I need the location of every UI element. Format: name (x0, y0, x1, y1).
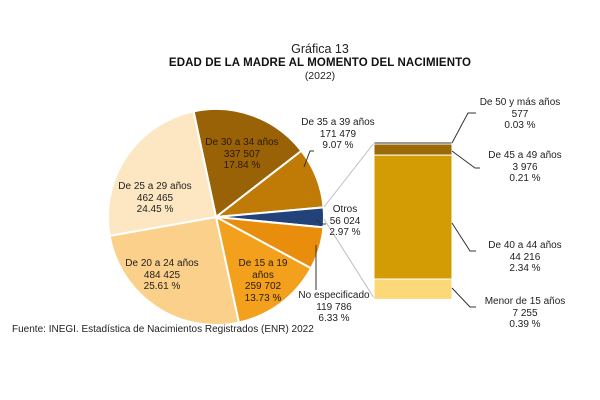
label-name: De 35 a 39 años (301, 117, 375, 128)
label-de-40-a-44: De 40 a 44 años 44 216 2.34 % (475, 240, 575, 275)
label-pct: 6.33 % (318, 313, 350, 324)
label-pct: 13.73 % (244, 292, 282, 304)
label-value: 56 024 (329, 215, 361, 227)
label-value: 577 (511, 108, 529, 120)
label-pct: 0.39 % (509, 319, 541, 330)
label-pct: 0.21 % (509, 173, 541, 184)
label-value: 259 702 (244, 281, 282, 292)
label-value: 171 479 (319, 128, 357, 140)
label-name: Menor de 15 años (484, 296, 566, 307)
label-pct: 9.07 % (322, 140, 354, 151)
label-de-20-a-24: De 20 a 24 años 484 425 25.61 % (117, 258, 207, 293)
slice-de-25-a-29 (107, 110, 218, 237)
slice-de-15-a-19 (214, 215, 313, 324)
label-name: De 40 a 44 años (488, 240, 562, 251)
leader-menor-15 (451, 287, 476, 308)
label-value: 462 465 (136, 192, 174, 204)
label-pct: 17.84 % (223, 160, 261, 171)
label-pct: 24.45 % (136, 204, 174, 215)
chart-title-block: Gráfica 13 EDAD DE LA MADRE AL MOMENTO D… (150, 42, 490, 83)
label-value: 3 976 (512, 161, 538, 173)
chart-title: EDAD DE LA MADRE AL MOMENTO DEL NACIMIEN… (168, 57, 472, 69)
label-de-45-a-49: De 45 a 49 años 3 976 0.21 % (475, 150, 575, 185)
bar-segment-de-40-a-44 (373, 154, 453, 280)
label-name: De 25 a 29 años (118, 181, 192, 192)
leader-50-mas (451, 112, 476, 144)
label-value: 44 216 (509, 251, 541, 263)
label-name: De 30 a 34 años (205, 137, 279, 148)
label-otros: Otros 56 024 2.97 % (320, 204, 370, 239)
label-de-50-y-mas: De 50 y más años 577 0.03 % (470, 97, 570, 132)
label-name: De 15 a 19 (238, 258, 288, 269)
slice-de-30-a-34 (192, 108, 303, 219)
label-value: 484 425 (143, 269, 181, 281)
graphic-number: Gráfica 13 (291, 42, 349, 56)
label-value: 119 786 (316, 301, 352, 313)
label-no-especificado: No especificado 119 786 6.33 % (292, 290, 376, 325)
leader-35-39 (303, 150, 314, 168)
label-name: Otros (332, 204, 358, 215)
label-name: No especificado (298, 290, 370, 301)
label-de-25-a-29: De 25 a 29 años 462 465 24.45 % (110, 181, 200, 216)
bar-segment-de-45-a-49 (373, 143, 453, 156)
label-de-15-a-19: De 15 a 19 años 259 702 13.73 % (228, 258, 298, 304)
leader-45-49 (451, 150, 480, 169)
connector-line-top (323, 142, 375, 208)
leader-40-44 (451, 222, 476, 252)
label-pct: 2.97 % (329, 227, 361, 238)
chart-year: (2022) (304, 70, 336, 82)
pie-chart (107, 108, 326, 326)
label-name: De 50 y más años (479, 97, 561, 108)
connector-line-bottom (323, 218, 375, 299)
label-de-35-a-39: De 35 a 39 años 171 479 9.07 % (293, 117, 383, 152)
slice-de-20-a-24 (108, 215, 241, 326)
label-de-30-a-34: De 30 a 34 años 337 507 17.84 % (197, 137, 287, 172)
label-pct: 25.61 % (143, 281, 181, 292)
label-name-2: años (252, 269, 274, 281)
source-note: Fuente: INEGI. Estadística de Nacimiento… (12, 324, 314, 335)
label-value: 7 255 (512, 307, 538, 319)
leader-otros (315, 218, 326, 225)
label-pct: 2.34 % (509, 263, 541, 274)
label-value: 337 507 (223, 148, 261, 160)
label-name: De 45 a 49 años (488, 150, 562, 161)
bar-segment-menor-de-15 (373, 278, 453, 300)
label-pct: 0.03 % (504, 120, 536, 131)
leader-lines (303, 112, 480, 308)
label-name: De 20 a 24 años (125, 258, 199, 269)
otros-breakdown-bar (373, 141, 453, 300)
label-menor-de-15: Menor de 15 años 7 255 0.39 % (475, 296, 575, 331)
